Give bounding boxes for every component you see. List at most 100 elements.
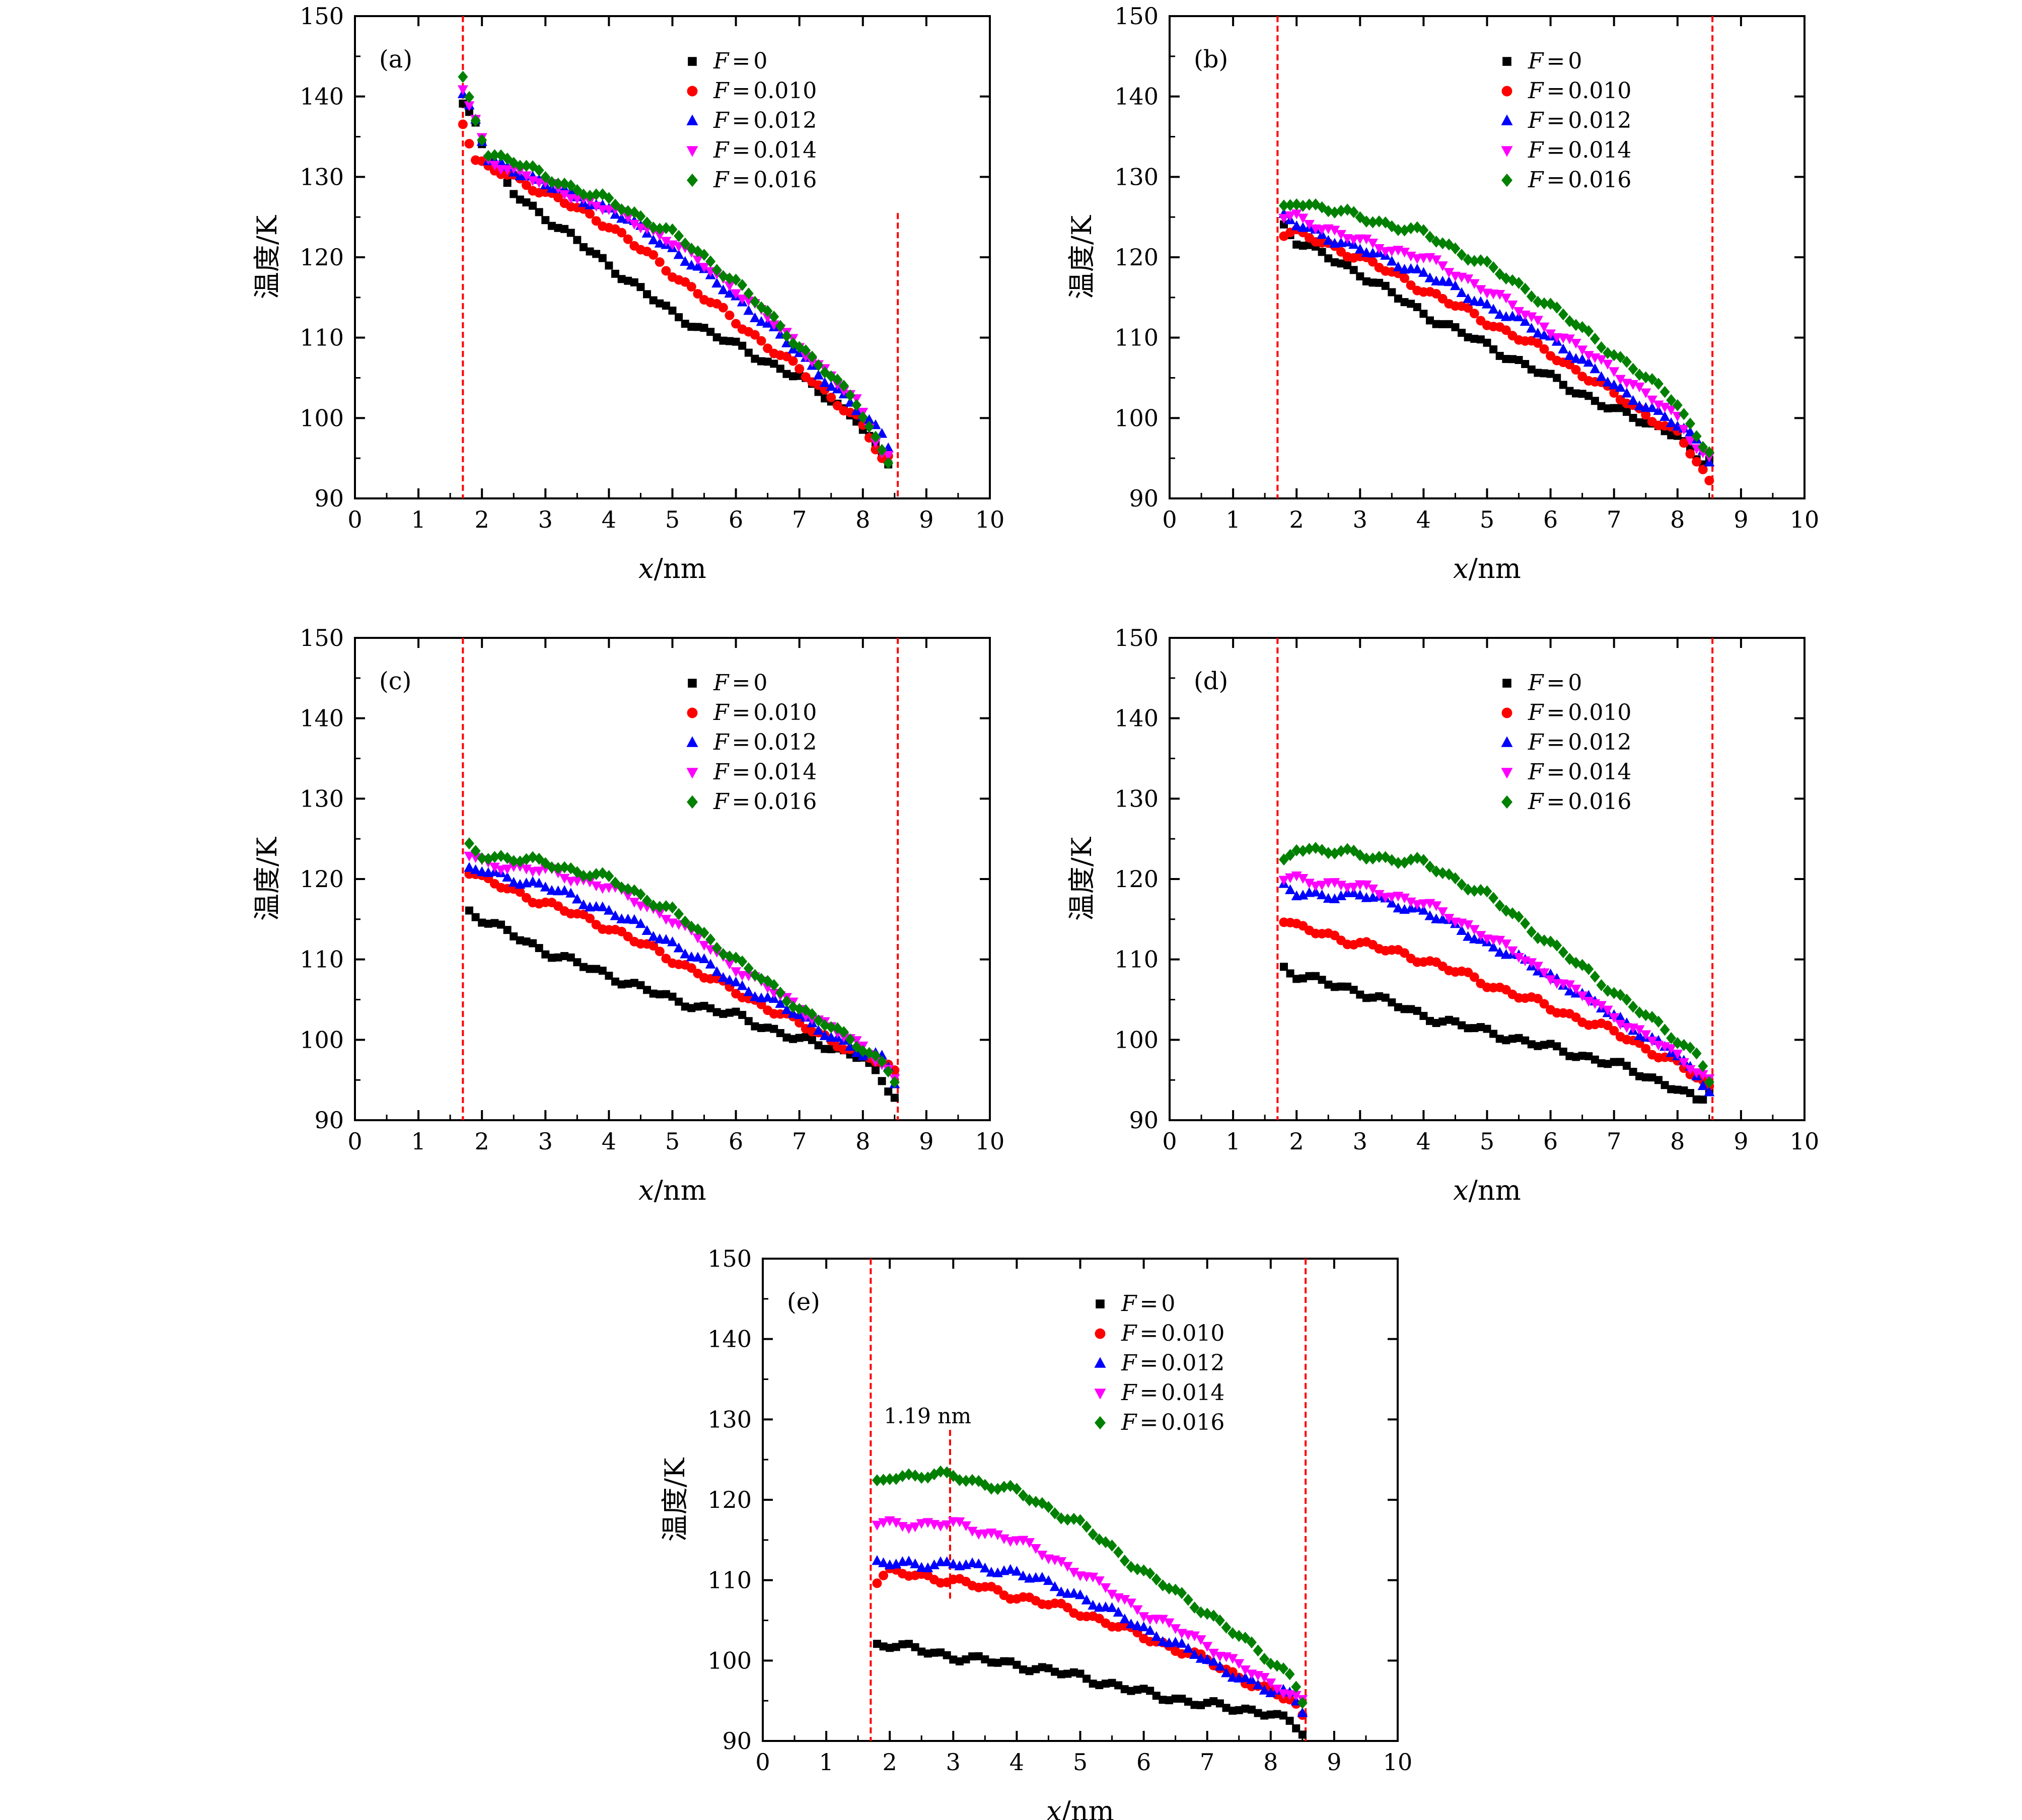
data-point	[961, 1521, 972, 1532]
data-point	[1133, 1686, 1141, 1694]
data-point	[1629, 414, 1637, 422]
data-point	[1673, 1085, 1682, 1094]
data-point	[1679, 408, 1689, 420]
legend-marker	[686, 736, 698, 747]
x-tick-label: 3	[1353, 506, 1367, 533]
data-point	[1305, 972, 1314, 980]
data-point	[725, 337, 734, 345]
data-point	[795, 1034, 804, 1042]
data-point	[1062, 1562, 1073, 1572]
data-point	[509, 855, 519, 867]
y-tick-label: 140	[300, 705, 344, 732]
data-point	[1539, 344, 1549, 354]
data-point	[1413, 1006, 1421, 1015]
data-point	[1604, 1060, 1612, 1068]
data-point	[686, 963, 696, 973]
data-point	[617, 275, 626, 283]
data-point	[1539, 329, 1550, 340]
data-point	[1698, 1060, 1708, 1072]
data-point	[490, 919, 499, 927]
data-point	[1336, 204, 1346, 217]
data-point	[928, 1559, 940, 1569]
data-point	[1164, 1618, 1175, 1628]
data-point	[1533, 338, 1543, 348]
x-tick-label: 9	[919, 1128, 933, 1155]
data-point	[724, 959, 735, 970]
data-point	[571, 893, 583, 904]
data-point	[724, 287, 735, 298]
data-point	[585, 209, 595, 219]
data-point	[603, 905, 614, 915]
x-tick-label: 8	[1670, 506, 1685, 533]
chart-panel-b: 0 1 2 3 4 5 6 7 8 9 10 90 100 110 120 130 140 150 x/nm 温度/K…	[1066, 3, 1819, 585]
data-point	[1463, 253, 1473, 266]
data-point	[668, 306, 677, 315]
data-point	[1335, 881, 1346, 891]
data-point	[775, 320, 785, 332]
data-point	[1641, 1073, 1650, 1081]
data-point	[699, 953, 710, 964]
legend-marker	[688, 57, 697, 66]
data-point	[781, 330, 792, 342]
y-tick-label: 140	[707, 1326, 752, 1353]
x-tick-label: 2	[883, 1749, 897, 1776]
data-point	[1165, 1696, 1174, 1705]
data-point	[1291, 220, 1302, 231]
legend-entry: F = 0.012	[713, 730, 817, 755]
data-point	[1107, 1539, 1117, 1552]
data-point	[879, 1642, 888, 1651]
data-point	[864, 420, 875, 433]
data-point	[1291, 871, 1302, 882]
legend-entry: F = 0.016	[1528, 167, 1631, 193]
data-point	[1290, 1691, 1302, 1701]
data-point	[1081, 1520, 1092, 1533]
data-point	[1545, 975, 1556, 985]
data-point	[1330, 258, 1339, 266]
data-point	[605, 261, 613, 270]
legend-entry: F = 0.014	[713, 759, 817, 785]
data-point	[699, 926, 709, 939]
data-point	[1570, 984, 1581, 995]
data-point	[617, 980, 626, 989]
data-point	[1475, 931, 1486, 941]
legend: F = 0 F = 0.010 F = 0.012 F = 0.014 F = 0.016	[1094, 1291, 1224, 1435]
data-point	[1463, 883, 1473, 896]
data-point	[891, 1558, 902, 1569]
data-point	[731, 273, 741, 286]
data-point	[1426, 1016, 1434, 1025]
data-point	[1125, 1598, 1136, 1609]
data-point	[1609, 1013, 1620, 1023]
data-point	[1030, 1544, 1041, 1554]
data-point	[768, 320, 779, 330]
data-point	[1648, 1073, 1656, 1082]
data-point	[535, 208, 543, 216]
x-tick-label: 10	[1790, 1128, 1820, 1155]
data-point	[1431, 255, 1442, 265]
y-tick-label: 90	[1129, 485, 1159, 512]
data-point	[1324, 980, 1333, 989]
data-point	[1184, 1697, 1192, 1706]
legend-entry: F = 0.016	[1121, 1410, 1224, 1435]
data-point	[489, 161, 500, 171]
data-point	[1189, 1631, 1200, 1642]
data-point	[1494, 309, 1505, 319]
data-point	[1151, 1631, 1162, 1641]
data-point	[1590, 332, 1600, 345]
data-point	[886, 1644, 894, 1652]
data-point	[1494, 289, 1505, 300]
data-point	[673, 249, 684, 259]
data-point	[1367, 216, 1378, 229]
x-axis-label: x/nm	[1046, 1795, 1114, 1820]
legend: F = 0 F = 0.010 F = 0.012 F = 0.014 F = 0.016	[686, 48, 817, 193]
data-point	[1558, 343, 1569, 353]
data-point	[1285, 884, 1296, 895]
data-point	[737, 980, 748, 990]
data-point	[1678, 1058, 1689, 1068]
data-point	[1368, 993, 1377, 1002]
data-point	[1419, 310, 1428, 318]
data-point	[578, 188, 589, 201]
data-point	[1425, 860, 1435, 873]
data-point	[1209, 1697, 1218, 1706]
data-point	[1240, 1665, 1251, 1676]
data-point	[692, 952, 703, 962]
